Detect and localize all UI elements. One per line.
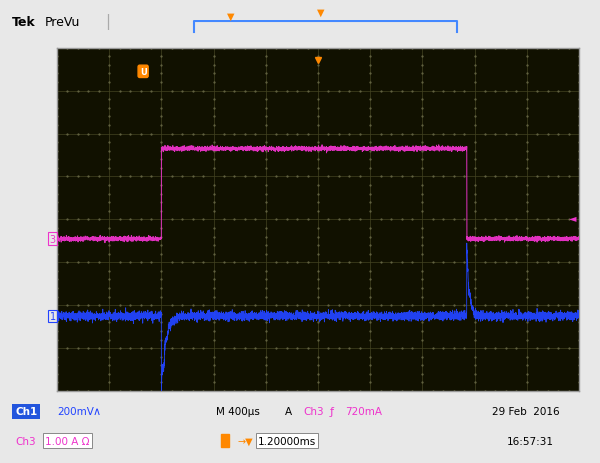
Text: →▼: →▼ [237,436,253,445]
Text: ◄: ◄ [569,213,577,223]
Text: ▼: ▼ [317,8,325,18]
Text: U: U [140,68,146,77]
Text: 1.00 A Ω: 1.00 A Ω [45,436,89,445]
Text: Ch3: Ch3 [15,436,35,445]
Text: T: T [222,436,228,445]
Text: Ch1: Ch1 [15,407,37,416]
Text: A: A [285,407,292,416]
Text: M 400μs: M 400μs [216,407,260,416]
Text: Tek: Tek [12,15,36,28]
Text: 1: 1 [50,311,56,321]
Text: 1.20000ms: 1.20000ms [258,436,316,445]
Text: Ch3: Ch3 [303,407,323,416]
Text: |: | [105,13,110,30]
Text: 3: 3 [50,234,56,244]
Text: 200mV: 200mV [57,407,94,416]
Text: 720mA: 720mA [345,407,382,416]
Text: PreVu: PreVu [45,15,80,28]
Text: 16:57:31: 16:57:31 [507,436,554,445]
Text: ▼: ▼ [227,12,235,21]
Text: ∧: ∧ [93,407,101,416]
Text: ƒ: ƒ [330,407,334,416]
Text: 29 Feb  2016: 29 Feb 2016 [492,407,560,416]
